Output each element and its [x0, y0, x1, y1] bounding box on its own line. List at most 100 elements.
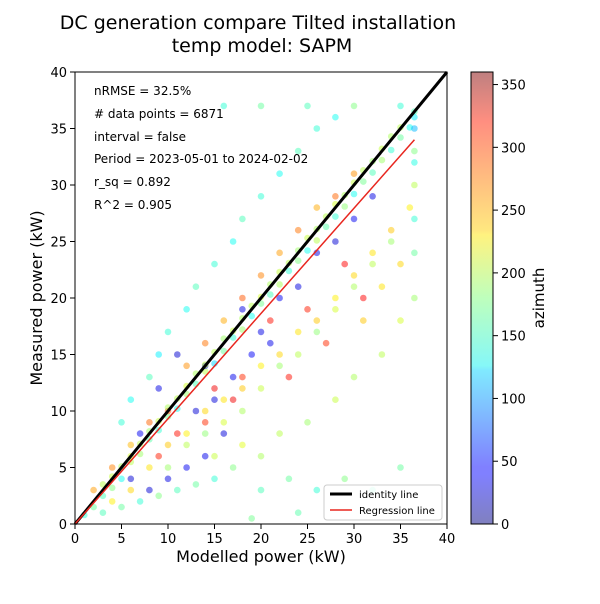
data-point	[411, 249, 418, 257]
data-point	[411, 159, 418, 166]
data-point	[332, 396, 339, 404]
data-point	[411, 147, 418, 155]
data-point	[257, 272, 265, 279]
data-point	[360, 317, 367, 324]
colorbar-tick-label: 150	[501, 330, 526, 345]
data-point	[304, 247, 311, 254]
data-point	[239, 407, 246, 415]
data-point	[239, 306, 246, 313]
x-tick-label: 10	[160, 532, 177, 547]
data-point	[304, 419, 311, 426]
data-point	[276, 362, 283, 370]
data-point	[220, 396, 228, 404]
colorbar-tick-label: 350	[501, 79, 526, 94]
data-point	[174, 430, 181, 437]
data-point	[118, 475, 125, 483]
data-point	[294, 147, 302, 155]
data-point	[322, 223, 330, 231]
data-point	[108, 484, 116, 492]
data-point	[201, 339, 209, 347]
data-point	[127, 486, 135, 494]
data-point	[313, 317, 321, 324]
y-axis-ticks: 0 5 10 15 20 25 30 35 40	[50, 66, 75, 533]
x-tick-label: 20	[253, 532, 270, 547]
data-point	[192, 283, 200, 291]
data-point	[313, 125, 321, 132]
data-point	[174, 351, 181, 358]
x-tick-label: 15	[206, 532, 223, 547]
data-point	[411, 294, 418, 302]
data-point	[294, 283, 302, 291]
annotations: nRMSE = 32.5% # data points = 6871 inter…	[94, 84, 308, 212]
data-point	[313, 486, 321, 494]
data-point	[248, 515, 255, 522]
data-point	[127, 396, 135, 404]
y-tick-label: 25	[50, 236, 67, 251]
data-point	[257, 452, 265, 460]
y-tick-label: 5	[59, 462, 67, 477]
data-point	[313, 237, 321, 244]
data-point	[378, 283, 386, 291]
data-point	[332, 113, 339, 121]
data-point	[211, 452, 218, 460]
data-point	[350, 272, 358, 279]
colorbar-tick-label: 100	[501, 392, 526, 407]
data-point	[313, 204, 321, 211]
data-point	[229, 464, 237, 471]
data-point	[146, 373, 153, 381]
chart-title-line1: DC generation compare Tilted installatio…	[60, 12, 456, 34]
data-point	[276, 249, 283, 257]
data-point	[387, 238, 395, 245]
data-point	[406, 204, 414, 211]
data-point	[257, 193, 265, 200]
data-point	[201, 452, 209, 460]
data-point	[267, 317, 274, 324]
colorbar-tick-label: 0	[501, 518, 509, 533]
data-point	[183, 306, 190, 313]
data-point	[411, 215, 418, 223]
data-point	[127, 475, 135, 483]
data-point	[183, 441, 190, 449]
annotation-data-points: # data points = 6871	[94, 107, 224, 121]
y-tick-label: 10	[50, 405, 67, 420]
x-axis-ticks: 0 5 10 15 20 25 30 35 40	[71, 524, 455, 547]
annotation-r2: R^2 = 0.905	[94, 198, 172, 212]
colorbar-label: azimuth	[530, 268, 548, 329]
data-point	[294, 509, 302, 516]
data-point	[397, 102, 404, 110]
data-point	[276, 170, 283, 177]
colorbar: 0 50 100 150 200 250 300 350 azimuth	[470, 71, 548, 533]
data-point	[397, 134, 404, 141]
data-point	[341, 260, 349, 268]
data-point	[350, 283, 358, 291]
data-point	[276, 281, 283, 288]
data-point	[294, 257, 302, 265]
legend-identity-label: identity line	[359, 490, 418, 501]
data-point	[239, 441, 246, 449]
data-point	[164, 328, 172, 336]
data-point	[146, 464, 153, 471]
data-point	[220, 317, 228, 324]
data-point	[118, 419, 125, 426]
data-point	[257, 362, 265, 370]
data-point	[294, 328, 302, 336]
data-point	[127, 441, 135, 449]
data-point	[248, 312, 255, 320]
y-axis-label: Measured power (kW)	[27, 210, 46, 385]
data-point	[285, 373, 293, 381]
chart-title-line2: temp model: SAPM	[172, 35, 353, 57]
data-point	[332, 238, 339, 245]
data-point	[136, 498, 144, 505]
data-point	[136, 430, 144, 437]
data-point	[211, 475, 218, 483]
data-point	[201, 430, 209, 437]
data-point	[248, 351, 255, 358]
data-point	[369, 169, 376, 176]
data-point	[229, 373, 237, 381]
data-point	[332, 306, 339, 313]
y-tick-label: 35	[50, 123, 67, 138]
data-point	[183, 362, 190, 370]
data-point	[174, 486, 181, 494]
data-point	[183, 464, 190, 471]
